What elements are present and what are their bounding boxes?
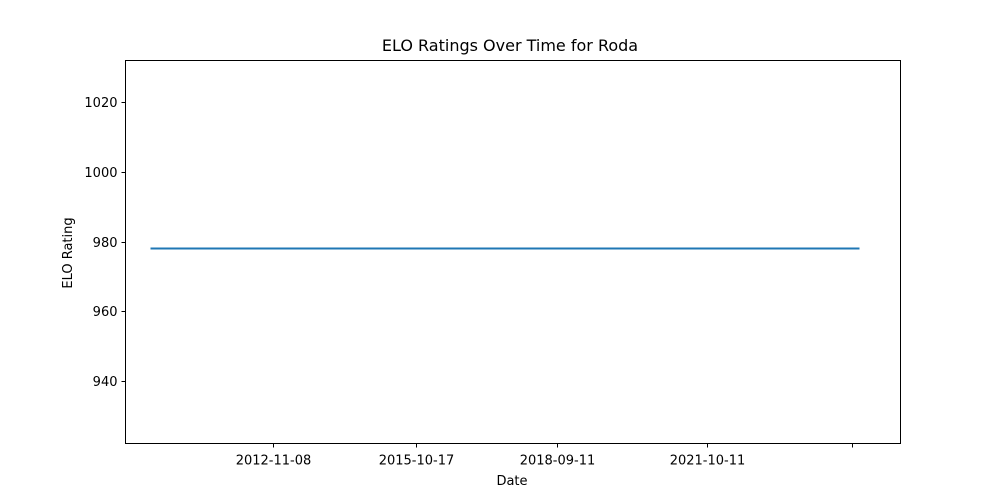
x-tick-label: 2012-11-08 — [236, 454, 312, 469]
y-tick-label: 1000 — [84, 166, 117, 181]
y-axis-label: ELO Rating — [61, 217, 76, 288]
x-axis-label: Date — [496, 474, 527, 489]
x-tick-label: 2015-10-17 — [379, 454, 455, 469]
y-axis: 940 960 980 1000 1020 — [84, 96, 126, 390]
y-tick-label: 1020 — [84, 96, 117, 111]
y-tick-label: 980 — [93, 236, 118, 251]
plot-frame — [125, 60, 901, 444]
chart-title: ELO Ratings Over Time for Roda — [382, 36, 638, 55]
y-tick-label: 940 — [93, 375, 118, 390]
x-axis: 2012-11-08 2015-10-17 2018-09-11 2021-10-11 — [236, 443, 853, 469]
x-tick-label: 2021-10-11 — [670, 454, 746, 469]
y-tick-label: 960 — [93, 305, 118, 320]
x-tick-label: 2018-09-11 — [520, 454, 596, 469]
